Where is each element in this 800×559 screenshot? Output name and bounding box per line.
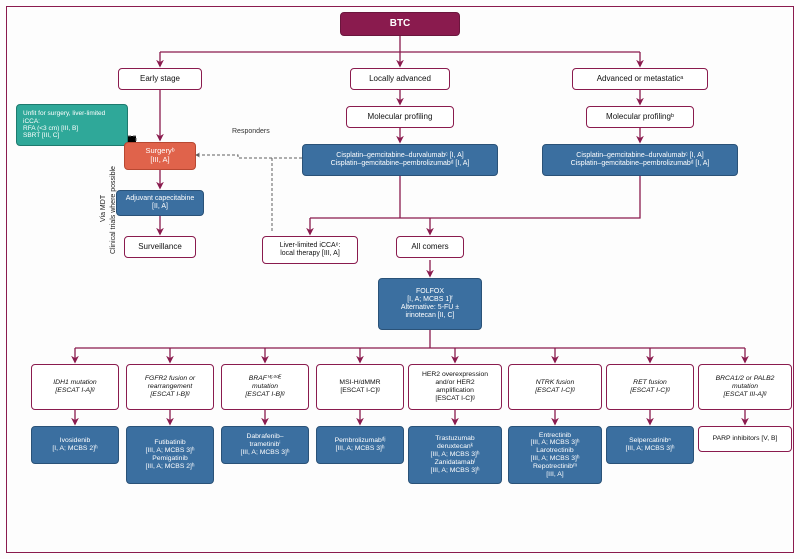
node-adv-profiling: Molecular profilingᵇ bbox=[586, 106, 694, 128]
mutation-node-0: IDH1 mutation [ESCAT I-A]ᵍ bbox=[31, 364, 119, 410]
node-unfit-surgery: Unfit for surgery, liver-limited iCCA: R… bbox=[16, 104, 128, 146]
mutation-node-1: FGFR2 fusion or rearrangement [ESCAT I-B… bbox=[126, 364, 214, 410]
stage-locally: Locally advanced bbox=[350, 68, 450, 90]
stage-early: Early stage bbox=[118, 68, 202, 90]
label-clinical-trials: Clinical trials where possible bbox=[110, 166, 117, 254]
mutation-node-5: NTRK fusion [ESCAT I-C]ᵍ bbox=[508, 364, 602, 410]
mutation-node-2: BRAFⱽ⁶⁰⁰ᴱ mutation [ESCAT I-B]ᵍ bbox=[221, 364, 309, 410]
therapy-node-6: Selpercatinibⁿ [III, A; MCBS 3]ʰ bbox=[606, 426, 694, 464]
node-liver-limited: Liver-limited iCCAᵉ: local therapy [III,… bbox=[262, 236, 358, 264]
therapy-node-1: Futibatinib [III, A; MCBS 3]ʰ Pemigatini… bbox=[126, 426, 214, 484]
node-surgery: Surgeryᵇ [III, A] bbox=[124, 142, 196, 170]
root-btc: BTC bbox=[340, 12, 460, 36]
stage-advanced: Advanced or metastaticᵃ bbox=[572, 68, 708, 90]
node-local-chemo: Cisplatin–gemcitabine–durvalumabᶜ [I, A]… bbox=[302, 144, 498, 176]
label-via-mdt: Via MDT bbox=[100, 195, 107, 222]
node-local-profiling: Molecular profiling bbox=[346, 106, 454, 128]
mutation-node-7: BRCA1/2 or PALB2 mutation [ESCAT III-A]ᵍ bbox=[698, 364, 792, 410]
therapy-node-4: Trastuzumab deruxtecanᵏ [III, A; MCBS 3]… bbox=[408, 426, 502, 484]
therapy-node-5: Entrectinib [III, A; MCBS 3]ʰ Larotrecti… bbox=[508, 426, 602, 484]
node-folfox: FOLFOX [I, A; MCBS 1]ᶠ Alternative: 5-FU… bbox=[378, 278, 482, 330]
label-responders: Responders bbox=[232, 128, 270, 135]
therapy-node-0: Ivosidenib [I, A; MCBS 2]ʰ bbox=[31, 426, 119, 464]
node-all-comers: All comers bbox=[396, 236, 464, 258]
mutation-node-3: MSI-H/dMMR [ESCAT I-C]ᵍ bbox=[316, 364, 404, 410]
mutation-node-6: RET fusion [ESCAT I-C]ᵍ bbox=[606, 364, 694, 410]
therapy-node-2: Dabrafenib– trametinibⁱ [III, A; MCBS 3]… bbox=[221, 426, 309, 464]
node-surveillance: Surveillance bbox=[124, 236, 196, 258]
node-adv-chemo: Cisplatin–gemcitabine–durvalumabᶜ [I, A]… bbox=[542, 144, 738, 176]
therapy-node-3: Pembrolizumabᵈʲ [III, A; MCBS 3]ʰ bbox=[316, 426, 404, 464]
mutation-node-4: HER2 overexpression and/or HER2 amplific… bbox=[408, 364, 502, 410]
node-adjuvant: Adjuvant capecitabine [II, A] bbox=[116, 190, 204, 216]
therapy-node-7: PARP inhibitors [V, B] bbox=[698, 426, 792, 452]
